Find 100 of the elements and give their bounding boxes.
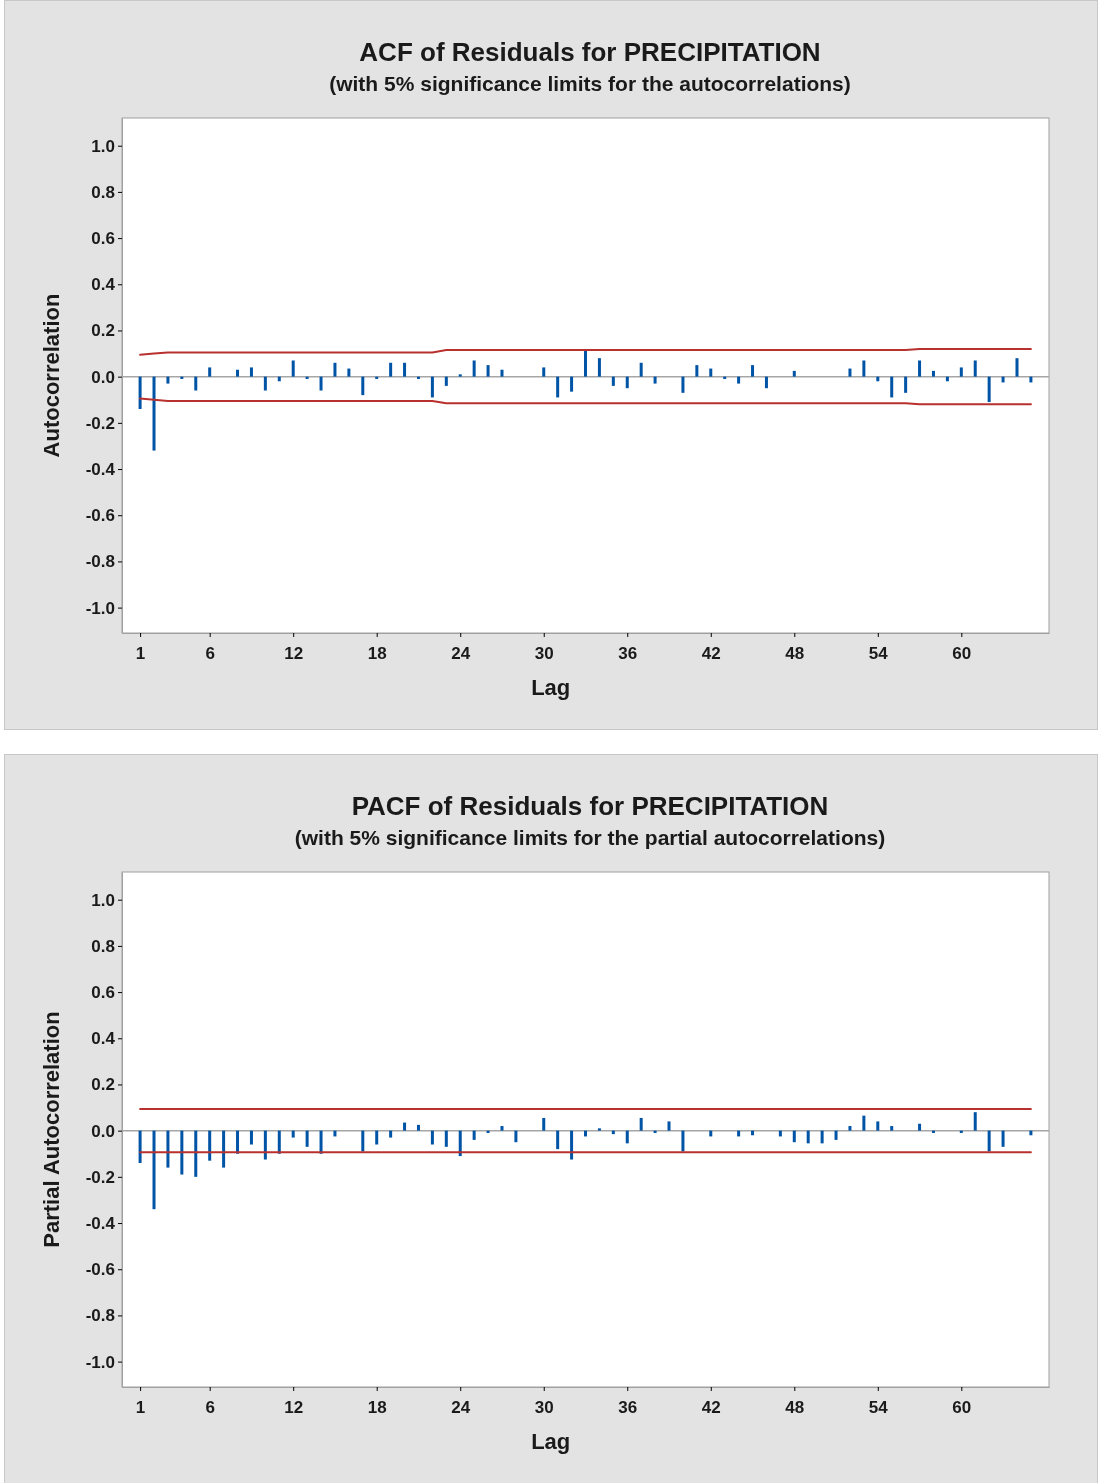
bar	[416, 1124, 420, 1131]
x-tick-label: 30	[534, 643, 554, 663]
x-tick-label: 48	[785, 643, 805, 663]
chart-title: PACF of Residuals for PRECIPITATION	[351, 791, 829, 821]
bar	[584, 350, 587, 377]
bar	[1015, 358, 1019, 377]
bar	[444, 376, 448, 386]
bar	[444, 1130, 448, 1147]
bar	[319, 376, 323, 391]
bar	[737, 376, 741, 384]
chart-title: ACF of Residuals for PRECIPITATION	[359, 37, 821, 67]
bar	[486, 365, 490, 377]
bar	[472, 360, 476, 377]
y-tick-label: -0.8	[85, 552, 115, 572]
bar	[667, 1121, 671, 1131]
y-tick-label: 0.0	[91, 1121, 115, 1141]
x-tick-label: 12	[284, 643, 304, 663]
y-tick-label: 0.6	[91, 229, 115, 249]
x-tick-label: 12	[284, 1397, 304, 1417]
y-tick-label: -0.4	[85, 459, 116, 479]
bar	[918, 360, 922, 377]
bar	[639, 1117, 643, 1131]
bar	[987, 376, 991, 403]
bar	[820, 1130, 824, 1144]
y-tick-label: 1.0	[91, 136, 115, 156]
bar	[987, 1130, 991, 1152]
x-tick-label: 24	[451, 643, 471, 663]
bar	[208, 1130, 212, 1161]
bar	[500, 369, 504, 377]
bar	[236, 369, 240, 377]
bar	[472, 1130, 476, 1140]
bar	[625, 376, 629, 389]
x-tick-label: 1	[135, 1397, 146, 1417]
bar	[375, 1130, 379, 1145]
y-tick-label: 0.8	[91, 182, 115, 202]
y-tick-label: 0.2	[91, 321, 115, 341]
bar	[876, 1121, 880, 1131]
bar	[862, 1115, 866, 1131]
bar	[973, 1112, 977, 1131]
bar	[695, 365, 699, 377]
x-tick-label: 30	[534, 1397, 554, 1417]
bar	[389, 362, 393, 377]
bar	[514, 1130, 518, 1143]
bar	[611, 376, 615, 386]
bar	[347, 368, 351, 377]
bar	[430, 376, 434, 398]
bar	[458, 1130, 462, 1157]
x-tick-label: 36	[618, 643, 638, 663]
x-tick-label: 48	[785, 1397, 805, 1417]
y-tick-label: 0.4	[91, 1029, 116, 1049]
bar	[194, 376, 198, 391]
bar	[138, 376, 142, 409]
x-axis-title: Lag	[531, 675, 571, 700]
bar	[556, 1130, 560, 1150]
chart-subtitle: (with 5% significance limits for the autocorrelations)	[329, 72, 851, 95]
x-tick-label: 6	[205, 643, 215, 663]
y-tick-label: 0.6	[91, 983, 115, 1003]
bar	[403, 1122, 407, 1131]
bar	[890, 1126, 894, 1131]
bar	[180, 1130, 184, 1175]
x-tick-label: 60	[952, 643, 972, 663]
bar	[597, 1128, 601, 1131]
bar	[542, 367, 546, 377]
bar	[430, 1130, 434, 1145]
x-tick-label: 18	[367, 643, 387, 663]
bar	[834, 1130, 838, 1140]
y-tick-label: 1.0	[91, 890, 115, 910]
x-tick-label: 1	[135, 643, 146, 663]
bar	[458, 374, 462, 377]
bar	[792, 370, 796, 377]
bar	[918, 1123, 922, 1131]
x-tick-label: 54	[868, 1397, 889, 1417]
bar	[570, 1130, 574, 1160]
x-tick-label: 42	[701, 643, 721, 663]
x-tick-label: 6	[205, 1397, 215, 1417]
bar	[166, 1130, 170, 1168]
bar	[862, 360, 866, 377]
bar	[848, 1126, 852, 1131]
bar	[792, 1130, 796, 1143]
bar	[973, 360, 977, 377]
x-tick-label: 54	[868, 643, 889, 663]
bar	[681, 376, 685, 393]
y-tick-label: -0.2	[85, 413, 115, 433]
bar	[764, 376, 768, 389]
bar	[1001, 1130, 1005, 1147]
chart-subtitle: (with 5% significance limits for the partial autocorrelations)	[294, 826, 886, 849]
bar	[361, 1130, 365, 1152]
bar	[751, 365, 755, 377]
bar	[625, 1130, 629, 1144]
bar	[152, 376, 156, 451]
x-tick-label: 42	[701, 1397, 721, 1417]
bar	[222, 1130, 226, 1168]
bar	[500, 1126, 504, 1131]
bar	[611, 1130, 615, 1135]
y-tick-label: -0.8	[85, 1306, 115, 1326]
bar	[319, 1130, 323, 1154]
bar	[263, 1130, 267, 1160]
x-axis-title: Lag	[531, 1429, 571, 1454]
y-tick-label: -1.0	[85, 598, 115, 618]
bar	[542, 1117, 546, 1131]
